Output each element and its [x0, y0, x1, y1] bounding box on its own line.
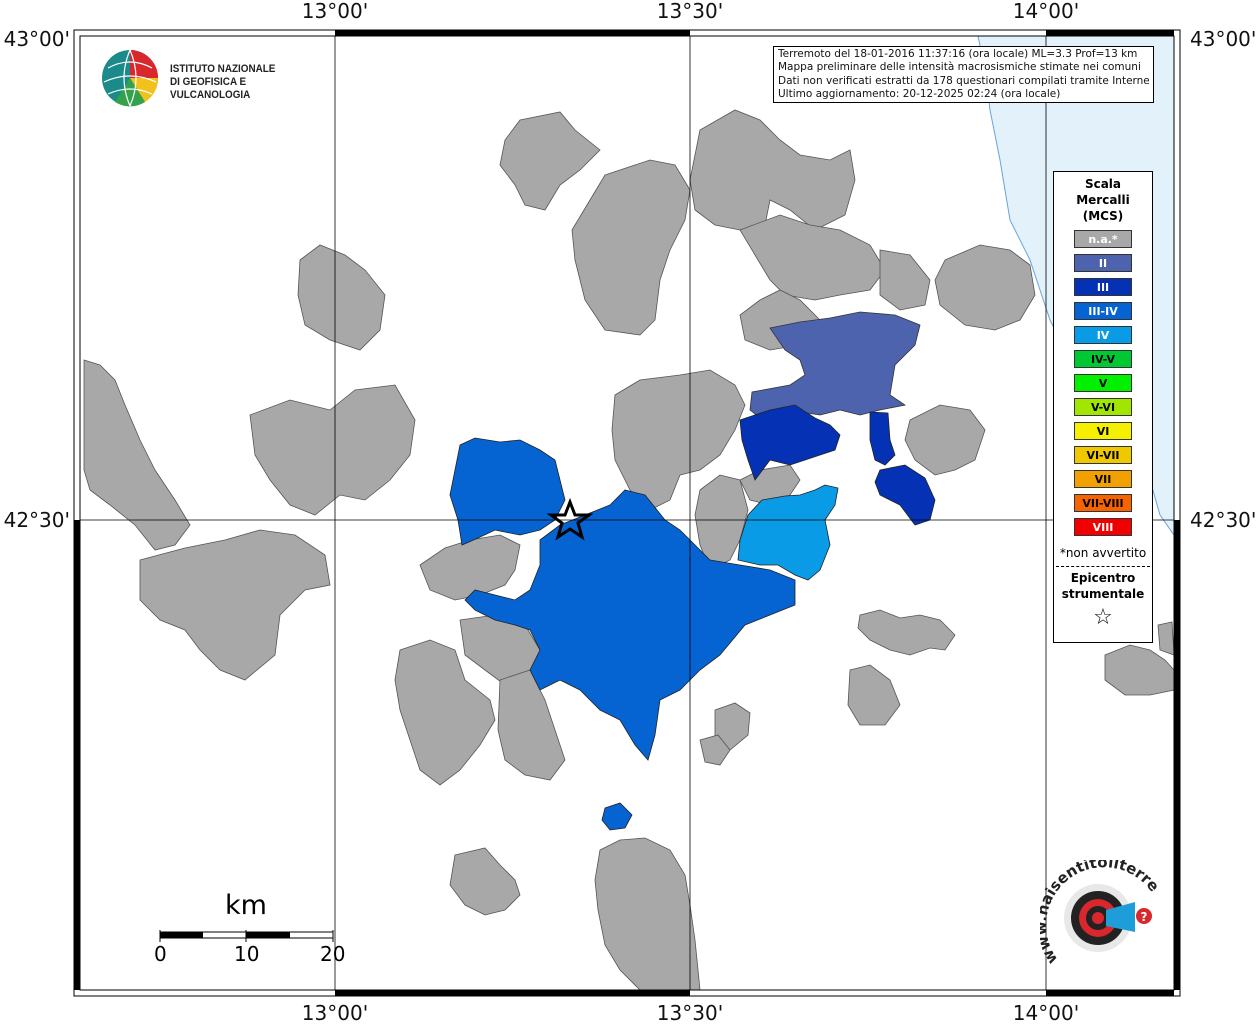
- municipalities-intensity-iii: [739, 404, 936, 526]
- legend-swatch: n.a.*: [1074, 230, 1132, 248]
- event-info-box: Terremoto del 18-01-2016 11:37:16 (ora l…: [773, 46, 1154, 104]
- ingv-logo: ISTITUTO NAZIONALE DI GEOFISICA E VULCAN…: [100, 48, 340, 108]
- municipality-intensity-iv: [737, 484, 839, 581]
- event-info-line: Dati non verificati estratti da 178 ques…: [778, 74, 1149, 87]
- legend-swatch: III-IV: [1074, 302, 1132, 320]
- legend-swatch: IV-V: [1074, 350, 1132, 368]
- lat-tick-left-1: 43°00': [4, 27, 70, 51]
- lat-tick-right-1: 43°00': [1190, 27, 1256, 51]
- map-frame: [73, 29, 1181, 997]
- legend-epicenter-label: Epicentro strumentale: [1061, 571, 1145, 601]
- legend-swatch: V-VI: [1074, 398, 1132, 416]
- haisentito-logo: ? www.haisentitoilterremoto.it: [1032, 846, 1170, 990]
- legend-swatch: II: [1074, 254, 1132, 272]
- municipality-intensity-ii: [749, 311, 921, 419]
- ingv-name: ISTITUTO NAZIONALE DI GEOFISICA E VULCAN…: [170, 63, 276, 101]
- lon-tick-top-2: 13°30': [657, 0, 723, 23]
- scale-label-10: 10: [234, 942, 260, 966]
- legend-swatch: VI-VII: [1074, 446, 1132, 464]
- legend-swatch: IV: [1074, 326, 1132, 344]
- lon-tick-top-1: 13°00': [302, 0, 368, 23]
- graticule: [80, 36, 1174, 990]
- municipalities-intensity-iii-iv: [449, 437, 796, 831]
- municipalities-na: [83, 109, 1175, 991]
- legend-separator: [1056, 566, 1150, 567]
- event-info-line: Terremoto del 18-01-2016 11:37:16 (ora l…: [778, 48, 1138, 60]
- scale-label-0: 0: [154, 942, 167, 966]
- svg-text:?: ?: [1141, 910, 1148, 924]
- lon-tick-bottom-2: 13°30': [657, 1001, 723, 1024]
- legend-title: Scala Mercalli (MCS): [1076, 177, 1130, 223]
- event-info-line: Mappa preliminare delle intensità macros…: [778, 61, 1141, 74]
- globe-icon: [102, 49, 159, 107]
- legend-swatch: V: [1074, 374, 1132, 392]
- legend-note: *non avvertito: [1059, 546, 1147, 560]
- lat-tick-left-2: 42°30': [4, 508, 70, 532]
- legend-swatch: VIII: [1074, 518, 1132, 536]
- epicenter-star: [546, 497, 594, 541]
- scale-bar: km 0 10 20: [150, 886, 350, 976]
- legend-items: n.a.* II III III-IV IV IV-V V V-VI VI VI-VII VII VI…: [1054, 230, 1152, 536]
- lat-tick-right-2: 42°30': [1190, 508, 1256, 532]
- scale-label-20: 20: [320, 942, 346, 966]
- lon-tick-bottom-1: 13°00': [302, 1001, 368, 1024]
- star-icon: ☆: [1093, 605, 1113, 630]
- event-info-line: Ultimo aggiornamento: 20-12-2025 02:24 (…: [778, 87, 1061, 100]
- lon-tick-bottom-3: 14°00': [1013, 1001, 1079, 1024]
- lon-tick-top-3: 14°00': [1013, 0, 1079, 23]
- legend-swatch: III: [1074, 278, 1132, 296]
- intensity-legend: Scala Mercalli (MCS) n.a.* II III III-IV IV I…: [1053, 171, 1153, 643]
- scale-unit: km: [225, 890, 267, 921]
- legend-swatch: VII-VIII: [1074, 494, 1132, 512]
- legend-swatch: VI: [1074, 422, 1132, 440]
- seismograph-logo-icon: ? www.haisentitoilterremoto.it: [1032, 846, 1163, 967]
- scale-bar-graphic: [159, 930, 334, 942]
- legend-swatch: VII: [1074, 470, 1132, 488]
